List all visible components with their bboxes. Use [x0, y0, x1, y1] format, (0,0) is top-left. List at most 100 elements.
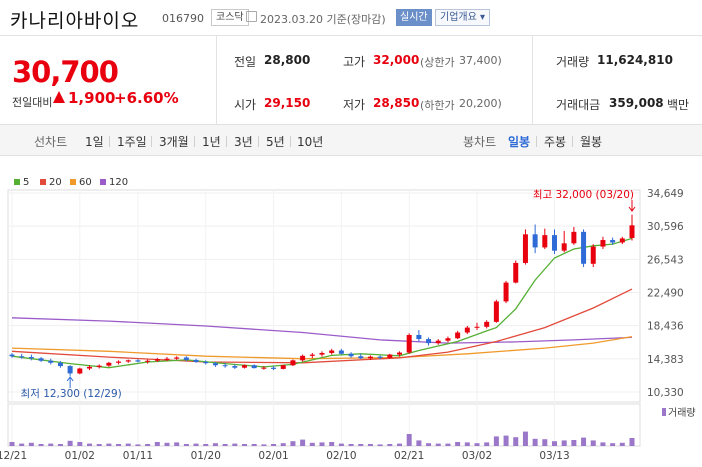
- x-tick-label: 02/01: [258, 450, 288, 462]
- volume-bar: [77, 442, 83, 446]
- candle-body: [19, 356, 25, 358]
- line-chart-tab[interactable]: 선차트: [34, 135, 68, 149]
- realtime-button[interactable]: 실시간: [396, 9, 432, 26]
- company-overview-label: 기업개요: [440, 12, 477, 23]
- weekly-candle-tab[interactable]: 주봉: [544, 135, 567, 149]
- x-tick-label: 12/21: [0, 450, 27, 462]
- candle-body: [377, 356, 383, 358]
- volume-bar: [397, 443, 402, 446]
- y-tick-label: 34,649: [647, 188, 684, 200]
- period-1w-tab[interactable]: 1주일: [117, 135, 147, 149]
- volume-bar: [435, 443, 441, 446]
- period-1d-tab[interactable]: 1일: [85, 135, 104, 149]
- legend-swatch: [14, 179, 20, 185]
- volume-bar: [367, 444, 373, 446]
- volume-bar: [116, 444, 122, 446]
- date-value: 2023.03.20: [260, 13, 323, 26]
- volume-bar: [445, 443, 451, 446]
- tab-separator: [290, 136, 291, 147]
- volume-bar: [319, 442, 325, 446]
- candle-body: [619, 238, 625, 243]
- volume-bar: [513, 437, 519, 446]
- x-tick-label: 03/02: [462, 450, 492, 462]
- candle-body: [222, 365, 228, 367]
- volume-bar: [309, 442, 315, 446]
- market-badge: 코스닥: [211, 9, 249, 26]
- candle-body: [309, 354, 315, 356]
- volume-bar: [532, 438, 538, 446]
- candle-body: [77, 368, 83, 374]
- x-tick-label: 02/10: [326, 450, 356, 462]
- upper-limit-label: (상한가: [420, 56, 455, 69]
- candle-body: [203, 361, 209, 364]
- period-3m-tab[interactable]: 3개월: [159, 135, 189, 149]
- y-tick-label: 14,383: [647, 354, 684, 366]
- period-10y-tab[interactable]: 10년: [297, 135, 324, 149]
- lower-limit-label: (하한가: [420, 99, 455, 112]
- volume-bar: [358, 444, 364, 446]
- candle-body: [212, 363, 218, 366]
- volume-bar: [348, 444, 354, 446]
- period-1y-tab[interactable]: 1년: [202, 135, 221, 149]
- candle-chart-tab[interactable]: 봉차트: [463, 135, 497, 149]
- volume-bar: [106, 443, 112, 446]
- candle-body: [348, 353, 354, 357]
- volume-bar: [28, 442, 34, 446]
- volume-bar: [581, 437, 587, 446]
- volume-bar: [552, 441, 557, 446]
- candle-body: [116, 361, 122, 363]
- tab-separator: [194, 136, 195, 147]
- candle-body: [183, 357, 189, 360]
- candle-body: [358, 356, 364, 359]
- candle-body: [290, 360, 296, 366]
- candle-body: [406, 334, 412, 353]
- date-basis: 기준(장마감): [326, 13, 386, 26]
- volume-bar: [561, 440, 567, 446]
- candle-body: [125, 360, 131, 362]
- volume-bar: [164, 442, 170, 446]
- volume-bar: [474, 443, 480, 446]
- volume-bar: [261, 444, 267, 446]
- candle-body: [435, 340, 441, 344]
- candle-body: [48, 360, 54, 363]
- daily-candle-tab[interactable]: 일봉: [508, 135, 531, 149]
- candle-body: [338, 350, 344, 354]
- high-label: 고가: [343, 55, 366, 69]
- low-arrowhead: [66, 376, 74, 382]
- candle-body: [135, 360, 141, 362]
- legend-label: 20: [49, 177, 62, 188]
- candle-body: [474, 326, 480, 328]
- open-value: 29,150: [264, 96, 311, 110]
- volume-bar: [203, 444, 209, 446]
- candle-body: [464, 327, 470, 333]
- volume-bar: [571, 440, 577, 446]
- chevron-down-icon: ▾: [480, 12, 486, 23]
- candle-body: [145, 360, 151, 362]
- candle-body: [600, 240, 606, 247]
- candle-body: [629, 225, 635, 238]
- period-5y-tab[interactable]: 5년: [266, 135, 285, 149]
- low-value: 28,850: [373, 96, 420, 110]
- monthly-candle-tab[interactable]: 월봉: [580, 135, 603, 149]
- y-tick-label: 18,436: [647, 321, 684, 333]
- volume-bar: [57, 444, 63, 446]
- chart-tab-bar: 선차트 1일 1주일 3개월 1년 3년 5년 10년 봉차트 일봉 주봉 월봉: [0, 124, 702, 156]
- volume-bar: [290, 441, 296, 446]
- legend-label: 5: [23, 177, 29, 188]
- company-overview-dropdown[interactable]: 기업개요 ▾: [435, 9, 491, 26]
- period-3y-tab[interactable]: 3년: [234, 135, 253, 149]
- volume-bar: [242, 444, 247, 446]
- calendar-icon: [246, 11, 257, 22]
- stock-code: 016790: [162, 12, 204, 25]
- y-tick-label: 22,490: [647, 287, 684, 299]
- candle-body: [329, 350, 335, 353]
- candle-body: [513, 262, 519, 283]
- volume-axis-label: 거래량: [668, 407, 696, 419]
- candle-body: [57, 362, 63, 367]
- x-tick-label: 01/02: [65, 450, 95, 462]
- candle-body: [271, 367, 277, 369]
- volume-bar: [300, 439, 306, 446]
- open-label: 시가: [234, 98, 257, 112]
- candle-body: [522, 234, 528, 263]
- up-arrow-icon: [53, 91, 65, 103]
